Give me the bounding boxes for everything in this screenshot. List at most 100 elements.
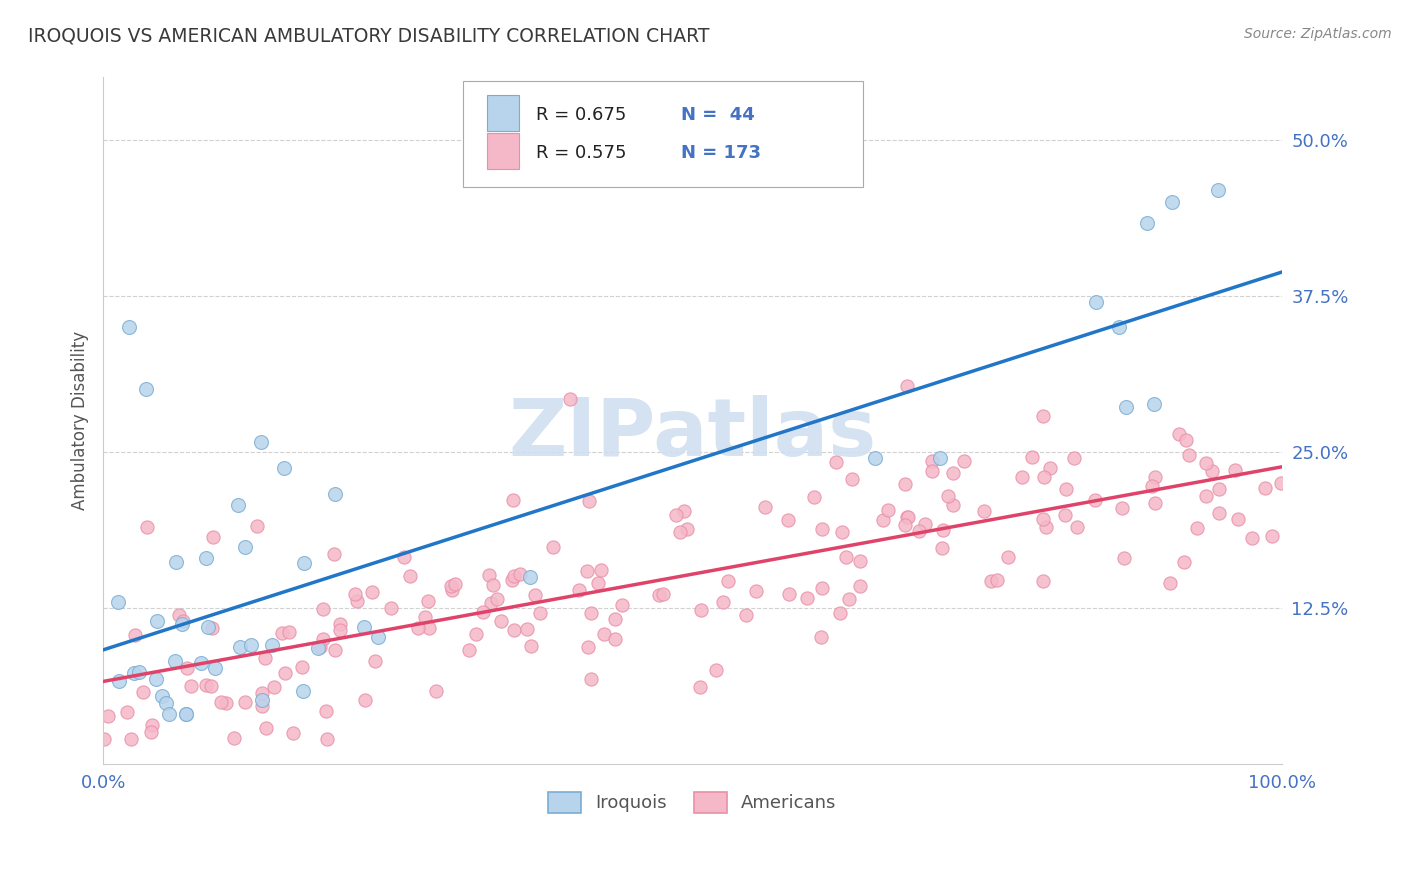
Point	[754, 500, 776, 514]
Point	[520, 639, 543, 653]
Point	[849, 579, 872, 593]
Point	[122, 665, 145, 680]
Point	[329, 624, 352, 638]
Point	[176, 661, 198, 675]
Point	[197, 620, 219, 634]
Point	[560, 392, 582, 406]
Point	[576, 640, 599, 655]
Point	[586, 576, 609, 591]
Point	[464, 627, 486, 641]
Point	[277, 625, 299, 640]
Point	[605, 632, 627, 647]
Point	[135, 520, 157, 534]
Point	[1175, 434, 1198, 448]
Point	[364, 654, 387, 668]
Point	[1085, 294, 1108, 309]
Point	[155, 696, 177, 710]
Point	[458, 643, 481, 657]
Point	[894, 476, 917, 491]
Point	[190, 656, 212, 670]
Point	[1223, 463, 1246, 477]
Point	[838, 591, 860, 606]
Point	[271, 626, 294, 640]
Point	[1021, 450, 1043, 464]
Point	[146, 614, 169, 628]
Point	[312, 632, 335, 646]
Point	[329, 616, 352, 631]
Point	[523, 588, 546, 602]
Point	[579, 672, 602, 686]
Point	[97, 709, 120, 723]
Point	[132, 685, 155, 699]
Point	[172, 614, 194, 628]
Point	[1167, 426, 1189, 441]
Point	[200, 621, 222, 635]
Point	[245, 519, 267, 533]
Point	[233, 695, 256, 709]
Point	[835, 549, 858, 564]
Point	[907, 524, 929, 539]
Point	[936, 489, 959, 503]
Point	[165, 654, 187, 668]
Y-axis label: Ambulatory Disability: Ambulatory Disability	[72, 331, 89, 510]
Point	[690, 603, 713, 617]
Point	[516, 623, 538, 637]
Point	[1195, 456, 1218, 470]
Point	[107, 595, 129, 609]
Point	[489, 614, 512, 628]
Point	[128, 665, 150, 679]
Point	[323, 487, 346, 501]
Point	[648, 588, 671, 602]
Point	[1261, 529, 1284, 543]
Point	[929, 451, 952, 466]
Point	[439, 579, 461, 593]
Point	[932, 524, 955, 538]
Point	[291, 660, 314, 674]
Point	[1136, 216, 1159, 230]
Point	[157, 706, 180, 721]
Point	[312, 602, 335, 616]
Legend: Iroquois, Americans: Iroquois, Americans	[537, 780, 848, 823]
Point	[603, 612, 626, 626]
Point	[1185, 521, 1208, 535]
Point	[1112, 551, 1135, 566]
Point	[980, 574, 1002, 588]
Point	[1063, 451, 1085, 466]
Point	[399, 569, 422, 583]
Point	[180, 679, 202, 693]
Point	[201, 530, 224, 544]
Point	[145, 672, 167, 686]
Text: N = 173: N = 173	[681, 144, 761, 162]
Point	[1108, 319, 1130, 334]
Point	[1083, 492, 1105, 507]
Point	[250, 435, 273, 450]
Point	[914, 517, 936, 532]
Point	[108, 673, 131, 688]
Point	[776, 513, 799, 527]
Point	[502, 492, 524, 507]
Point	[668, 524, 690, 539]
Point	[481, 578, 503, 592]
Point	[418, 621, 440, 635]
Point	[425, 684, 447, 698]
Point	[541, 540, 564, 554]
Point	[796, 591, 818, 606]
Point	[1201, 464, 1223, 478]
Text: R = 0.575: R = 0.575	[536, 144, 626, 162]
Point	[486, 592, 509, 607]
Point	[576, 564, 599, 578]
Point	[863, 451, 886, 466]
Point	[986, 573, 1008, 587]
Point	[877, 503, 900, 517]
Point	[353, 693, 375, 707]
Point	[150, 690, 173, 704]
Point	[200, 679, 222, 693]
Point	[292, 556, 315, 570]
Point	[811, 522, 834, 536]
Point	[1032, 409, 1054, 423]
Point	[472, 605, 495, 619]
Point	[591, 563, 613, 577]
Point	[315, 704, 337, 718]
Point	[176, 706, 198, 721]
Point	[841, 472, 863, 486]
